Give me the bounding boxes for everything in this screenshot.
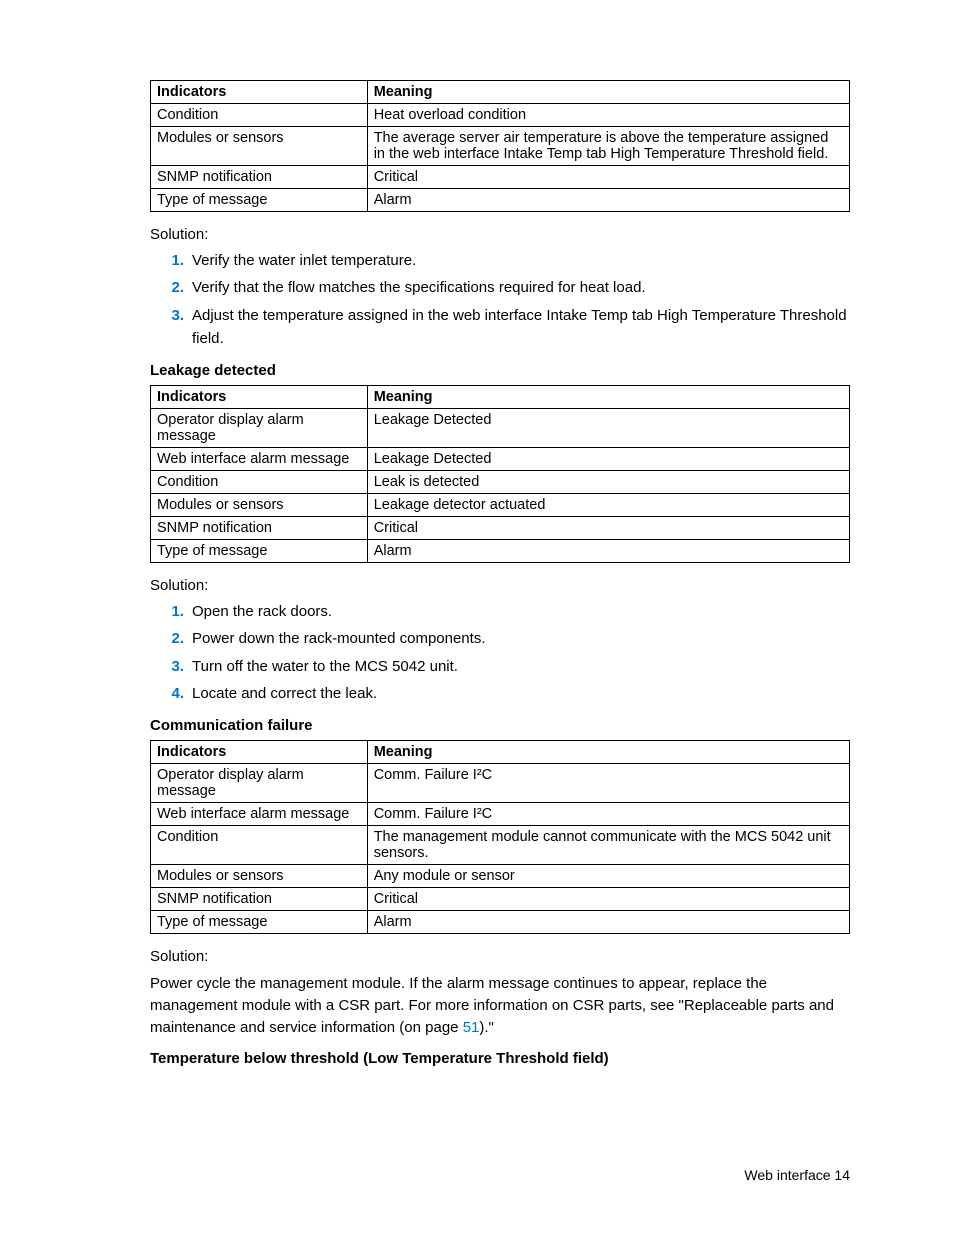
- col-header-indicators: Indicators: [151, 741, 368, 764]
- table-row: SNMP notificationCritical: [151, 166, 850, 189]
- meaning-cell: The management module cannot communicate…: [367, 826, 849, 865]
- list-item: Adjust the temperature assigned in the w…: [188, 304, 850, 351]
- meaning-cell: Leakage Detected: [367, 409, 849, 448]
- table-body: ConditionHeat overload conditionModules …: [151, 104, 850, 212]
- meaning-cell: Critical: [367, 166, 849, 189]
- col-header-meaning: Meaning: [367, 741, 849, 764]
- indicator-cell: Type of message: [151, 189, 368, 212]
- col-header-meaning: Meaning: [367, 81, 849, 104]
- meaning-cell: Alarm: [367, 540, 849, 563]
- indicator-cell: Operator display alarm message: [151, 409, 368, 448]
- table-row: ConditionThe management module cannot co…: [151, 826, 850, 865]
- col-header-indicators: Indicators: [151, 81, 368, 104]
- solution-steps-list: Verify the water inlet temperature. Verif…: [150, 249, 850, 350]
- para-text-post: ).": [479, 1019, 494, 1036]
- table-header-row: Indicators Meaning: [151, 741, 850, 764]
- table-body: Operator display alarm messageLeakage De…: [151, 409, 850, 563]
- table-row: Operator display alarm messageComm. Fail…: [151, 764, 850, 803]
- indicator-cell: SNMP notification: [151, 517, 368, 540]
- indicator-cell: SNMP notification: [151, 888, 368, 911]
- list-item: Verify the water inlet temperature.: [188, 249, 850, 272]
- table-row: ConditionLeak is detected: [151, 471, 850, 494]
- table-row: Type of messageAlarm: [151, 540, 850, 563]
- table-row: SNMP notificationCritical: [151, 888, 850, 911]
- indicator-cell: Web interface alarm message: [151, 803, 368, 826]
- indicators-table-leakage: Indicators Meaning Operator display alar…: [150, 385, 850, 563]
- indicator-cell: SNMP notification: [151, 166, 368, 189]
- indicators-table-comm-failure: Indicators Meaning Operator display alar…: [150, 740, 850, 934]
- indicator-cell: Web interface alarm message: [151, 448, 368, 471]
- table-row: Type of messageAlarm: [151, 911, 850, 934]
- indicator-cell: Type of message: [151, 911, 368, 934]
- table-row: Web interface alarm messageLeakage Detec…: [151, 448, 850, 471]
- table-header-row: Indicators Meaning: [151, 386, 850, 409]
- meaning-cell: Comm. Failure I²C: [367, 803, 849, 826]
- meaning-cell: Heat overload condition: [367, 104, 849, 127]
- section-title-leakage: Leakage detected: [150, 362, 850, 379]
- table-row: Modules or sensorsLeakage detector actua…: [151, 494, 850, 517]
- table-body: Operator display alarm messageComm. Fail…: [151, 764, 850, 934]
- table-row: Modules or sensorsAny module or sensor: [151, 865, 850, 888]
- indicator-cell: Operator display alarm message: [151, 764, 368, 803]
- indicator-cell: Condition: [151, 471, 368, 494]
- table-row: Web interface alarm messageComm. Failure…: [151, 803, 850, 826]
- list-item: Verify that the flow matches the specifi…: [188, 276, 850, 299]
- page-reference-link[interactable]: 51: [463, 1019, 480, 1036]
- list-item: Locate and correct the leak.: [188, 682, 850, 705]
- solution-label: Solution:: [150, 577, 850, 594]
- col-header-meaning: Meaning: [367, 386, 849, 409]
- indicator-cell: Condition: [151, 104, 368, 127]
- table-row: SNMP notificationCritical: [151, 517, 850, 540]
- indicators-table-heat-overload: Indicators Meaning ConditionHeat overloa…: [150, 80, 850, 212]
- section-title-temp-below: Temperature below threshold (Low Tempera…: [150, 1050, 850, 1067]
- meaning-cell: Alarm: [367, 911, 849, 934]
- section-title-comm-failure: Communication failure: [150, 717, 850, 734]
- table-row: ConditionHeat overload condition: [151, 104, 850, 127]
- meaning-cell: Comm. Failure I²C: [367, 764, 849, 803]
- table-row: Operator display alarm messageLeakage De…: [151, 409, 850, 448]
- meaning-cell: Critical: [367, 888, 849, 911]
- page-container: Indicators Meaning ConditionHeat overloa…: [0, 0, 954, 1235]
- meaning-cell: Leakage detector actuated: [367, 494, 849, 517]
- solution-steps-list: Open the rack doors. Power down the rack-…: [150, 600, 850, 705]
- solution-label: Solution:: [150, 948, 850, 965]
- meaning-cell: Leakage Detected: [367, 448, 849, 471]
- meaning-cell: The average server air temperature is ab…: [367, 127, 849, 166]
- table-row: Modules or sensorsThe average server air…: [151, 127, 850, 166]
- table-row: Type of messageAlarm: [151, 189, 850, 212]
- indicator-cell: Condition: [151, 826, 368, 865]
- meaning-cell: Leak is detected: [367, 471, 849, 494]
- meaning-cell: Alarm: [367, 189, 849, 212]
- meaning-cell: Any module or sensor: [367, 865, 849, 888]
- list-item: Open the rack doors.: [188, 600, 850, 623]
- table-header-row: Indicators Meaning: [151, 81, 850, 104]
- indicator-cell: Type of message: [151, 540, 368, 563]
- indicator-cell: Modules or sensors: [151, 127, 368, 166]
- solution-paragraph: Power cycle the management module. If th…: [150, 973, 850, 1038]
- col-header-indicators: Indicators: [151, 386, 368, 409]
- indicator-cell: Modules or sensors: [151, 865, 368, 888]
- indicator-cell: Modules or sensors: [151, 494, 368, 517]
- list-item: Turn off the water to the MCS 5042 unit.: [188, 655, 850, 678]
- meaning-cell: Critical: [367, 517, 849, 540]
- page-footer: Web interface 14: [744, 1167, 850, 1183]
- solution-label: Solution:: [150, 226, 850, 243]
- list-item: Power down the rack-mounted components.: [188, 627, 850, 650]
